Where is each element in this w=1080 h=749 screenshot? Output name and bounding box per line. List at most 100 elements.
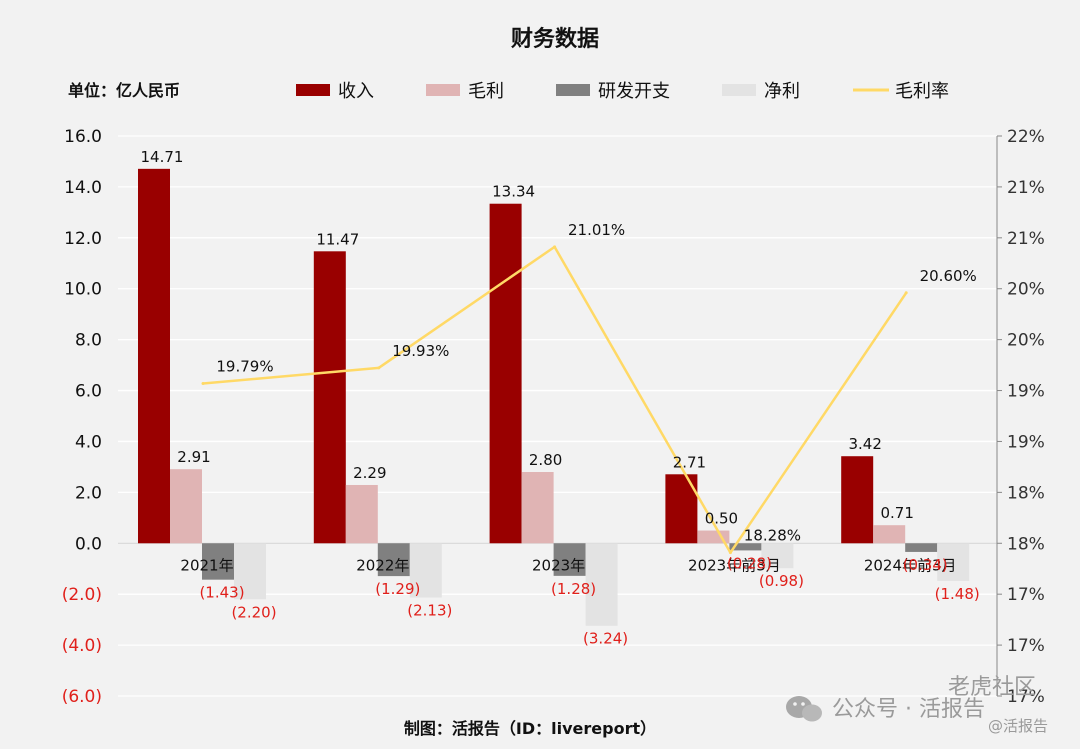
gross-margin-point bbox=[377, 366, 381, 370]
legend-swatch-收入 bbox=[296, 84, 330, 96]
line-data-label: 19.79% bbox=[216, 358, 273, 376]
bar-研发开支-2021年 bbox=[202, 543, 234, 580]
legend-label-研发开支: 研发开支 bbox=[598, 81, 670, 102]
right-tick-label: 20% bbox=[1007, 331, 1045, 351]
line-data-label: 20.60% bbox=[920, 267, 977, 285]
legend-swatch-毛利 bbox=[426, 84, 460, 96]
right-tick-label: 22% bbox=[1007, 127, 1045, 147]
watermark: 公众号 · 活报告 @活报告 老虎社区 bbox=[786, 675, 1048, 735]
watermark-handle: @活报告 bbox=[988, 717, 1048, 735]
left-tick-label: (2.0) bbox=[62, 585, 102, 605]
category-label: 2022年 bbox=[356, 556, 409, 574]
data-label: (2.13) bbox=[407, 601, 452, 619]
data-label: 0.71 bbox=[880, 504, 913, 522]
chart-title: 财务数据 bbox=[511, 26, 599, 52]
data-label: (0.34) bbox=[903, 556, 948, 574]
watermark-tiger-community: 老虎社区 bbox=[948, 675, 1036, 700]
left-axis-ticks: 16.0 14.0 12.0 10.0 8.0 6.0 4.0 2.0 0.0 (2.0) (4.0… bbox=[62, 127, 102, 707]
data-label: (1.29) bbox=[375, 580, 420, 598]
line-data-label: 18.28% bbox=[744, 527, 801, 545]
data-label: 14.71 bbox=[141, 148, 184, 166]
bar-研发开支-2023年前3月 bbox=[729, 543, 762, 551]
data-label: (2.20) bbox=[231, 603, 276, 621]
gross-margin-point bbox=[553, 245, 557, 249]
data-label: 3.42 bbox=[848, 435, 881, 453]
data-label: 2.71 bbox=[673, 453, 706, 471]
right-tick-label: 21% bbox=[1007, 229, 1045, 249]
legend: 收入 毛利 研发开支 净利 毛利率 bbox=[296, 81, 949, 102]
unit-label: 单位：亿人民币 bbox=[68, 81, 180, 100]
line-data-label: 19.93% bbox=[392, 342, 449, 360]
bar-研发开支-2024年前3月 bbox=[905, 543, 938, 552]
left-tick-label: 14.0 bbox=[64, 178, 102, 198]
right-tick-label: 17% bbox=[1007, 636, 1045, 656]
right-tick-label: 21% bbox=[1007, 178, 1045, 198]
right-tick-label: 18% bbox=[1007, 534, 1045, 554]
legend-swatch-净利 bbox=[722, 84, 756, 96]
gross-margin-point bbox=[904, 291, 908, 295]
left-tick-label: 8.0 bbox=[75, 331, 102, 351]
category-label: 2021年 bbox=[180, 556, 233, 574]
legend-label-净利: 净利 bbox=[764, 81, 800, 102]
right-tick-label: 18% bbox=[1007, 483, 1045, 503]
bar-毛利-2023年前3月 bbox=[697, 530, 730, 544]
bar-毛利-2022年 bbox=[345, 484, 378, 544]
legend-swatch-研发开支 bbox=[556, 84, 590, 96]
right-tick-label: 20% bbox=[1007, 280, 1045, 300]
legend-label-毛利: 毛利 bbox=[468, 81, 504, 102]
legend-label-毛利率: 毛利率 bbox=[895, 81, 949, 102]
watermark-wechat-text: 公众号 · 活报告 bbox=[832, 697, 985, 722]
left-tick-label: 0.0 bbox=[75, 534, 102, 554]
left-tick-label: (6.0) bbox=[62, 687, 102, 707]
data-label: 11.47 bbox=[316, 230, 359, 248]
right-axis: 22% 21% 21% 20% 20% 19% 19% 18% 18% 17% 17% 17% bbox=[996, 127, 1045, 707]
bar-收入-2024年前3月 bbox=[841, 456, 874, 544]
bar-毛利-2021年 bbox=[170, 469, 202, 544]
right-tick-label: 17% bbox=[1007, 687, 1045, 707]
bar-净利-2022年 bbox=[409, 543, 442, 598]
left-tick-label: 6.0 bbox=[75, 382, 102, 402]
gross-margin-point bbox=[201, 382, 205, 386]
data-label: (1.28) bbox=[551, 580, 596, 598]
data-label: 13.34 bbox=[492, 183, 535, 201]
bar-研发开支-2022年 bbox=[377, 543, 410, 577]
gross-margin-point bbox=[728, 551, 732, 555]
data-labels: 14.71 11.47 13.34 2.71 3.42 2.91 2.29 2.80 0.50 0… bbox=[141, 148, 980, 648]
left-tick-label: 12.0 bbox=[64, 229, 102, 249]
data-label: 2.91 bbox=[177, 448, 210, 466]
category-labels: 2021年 2022年 2023年 2023年前3月 2024年前3月 bbox=[180, 556, 956, 574]
category-label: 2023年前3月 bbox=[688, 556, 781, 574]
data-label: 2.29 bbox=[353, 464, 386, 482]
bar-净利-2023年 bbox=[585, 543, 618, 626]
left-tick-label: (4.0) bbox=[62, 636, 102, 656]
bar-毛利-2023年 bbox=[521, 472, 554, 544]
bar-净利-2024年前3月 bbox=[937, 543, 970, 581]
bar-净利-2021年 bbox=[234, 543, 266, 600]
data-label: (0.28) bbox=[727, 554, 772, 572]
footer-caption: 制图：活报告（ID：livereport） bbox=[404, 719, 656, 738]
data-label: 2.80 bbox=[529, 451, 562, 469]
data-label: (1.48) bbox=[935, 585, 980, 603]
data-label: (0.98) bbox=[759, 572, 804, 590]
left-tick-label: 10.0 bbox=[64, 280, 102, 300]
legend-label-收入: 收入 bbox=[338, 81, 374, 102]
left-tick-label: 4.0 bbox=[75, 432, 102, 452]
bar-净利-2023年前3月 bbox=[761, 543, 794, 569]
bar-研发开支-2023年 bbox=[553, 543, 586, 576]
bar-收入-2022年 bbox=[313, 251, 346, 544]
right-tick-label: 17% bbox=[1007, 585, 1045, 605]
left-tick-label: 16.0 bbox=[64, 127, 102, 147]
data-label: 0.50 bbox=[705, 510, 738, 528]
data-label: (1.43) bbox=[199, 584, 244, 602]
right-tick-label: 19% bbox=[1007, 432, 1045, 452]
left-tick-label: 2.0 bbox=[75, 483, 102, 503]
line-data-label: 21.01% bbox=[568, 221, 625, 239]
bar-收入-2023年 bbox=[489, 203, 522, 544]
data-label: (3.24) bbox=[583, 630, 628, 648]
category-label: 2024年前3月 bbox=[864, 556, 957, 574]
bar-毛利-2024年前3月 bbox=[873, 525, 906, 544]
bar-收入-2021年 bbox=[138, 168, 170, 544]
wechat-icon bbox=[786, 696, 822, 722]
